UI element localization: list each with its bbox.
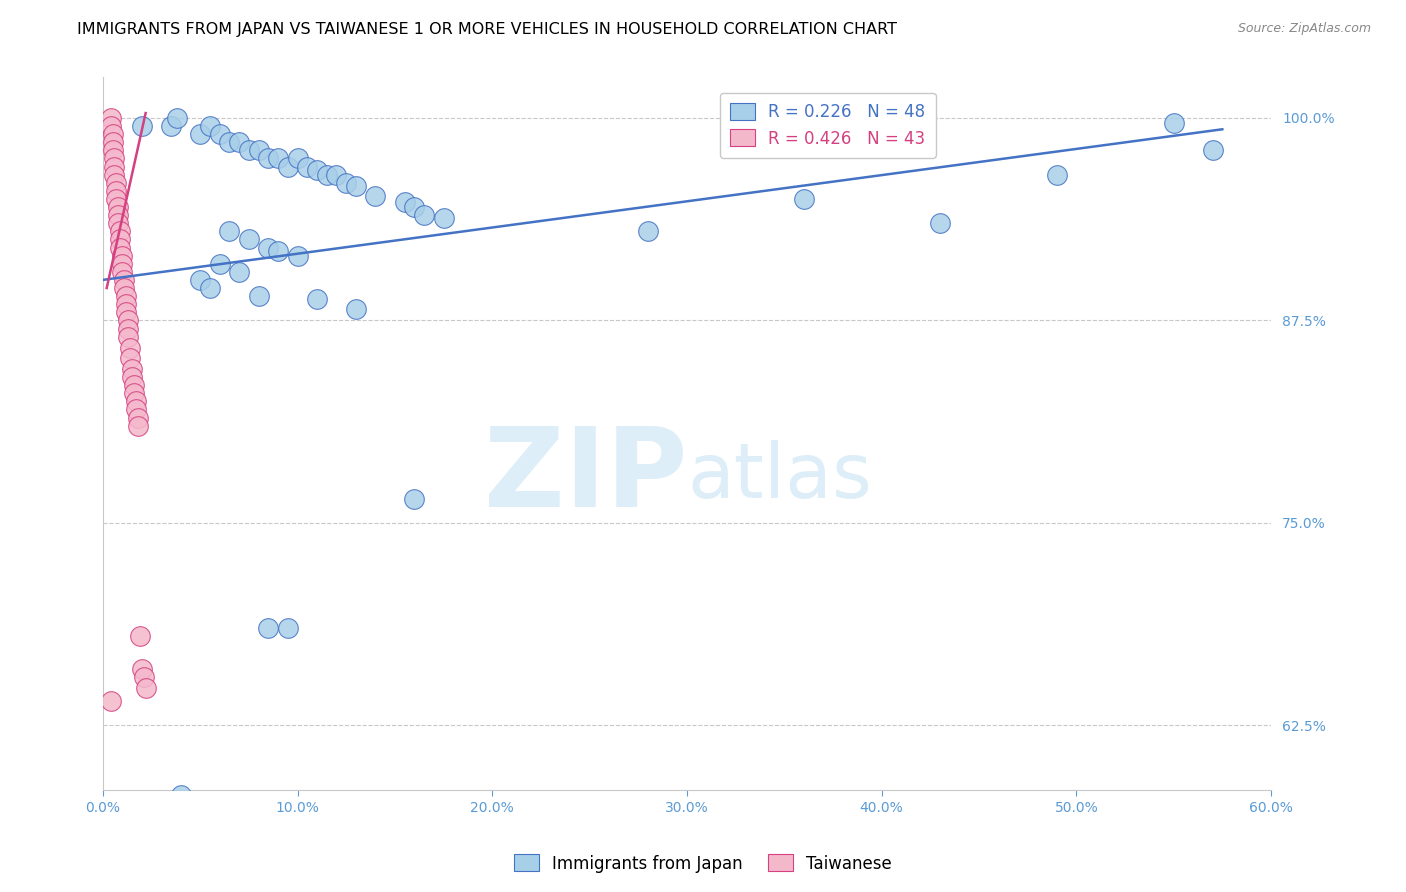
Point (105, 176, 128, 190)
Point (105, 184, 128, 198)
Point (325, 168, 347, 182)
Point (364, 188, 387, 202)
Point (218, 224, 240, 238)
Text: ZIP: ZIP (484, 423, 688, 530)
Point (127, 410, 149, 425)
Point (315, 168, 337, 182)
Point (208, 257, 231, 271)
Point (305, 162, 328, 177)
Point (208, 127, 231, 141)
Point (125, 402, 148, 417)
Point (128, 629, 150, 643)
Point (111, 257, 134, 271)
Point (115, 305, 138, 319)
Point (127, 418, 149, 433)
Point (122, 386, 145, 401)
Point (107, 208, 129, 222)
Point (238, 232, 260, 246)
Point (277, 621, 299, 635)
Point (1201, 144, 1223, 158)
Point (287, 249, 309, 263)
Point (208, 799, 231, 814)
Point (257, 621, 280, 635)
Point (287, 152, 309, 166)
Text: IMMIGRANTS FROM JAPAN VS TAIWANESE 1 OR MORE VEHICLES IN HOUSEHOLD CORRELATION C: IMMIGRANTS FROM JAPAN VS TAIWANESE 1 OR … (77, 22, 897, 37)
Point (188, 127, 211, 141)
Point (257, 240, 280, 254)
Point (413, 208, 436, 222)
Point (117, 321, 139, 335)
Point (103, 160, 125, 174)
Point (111, 265, 134, 279)
Legend: Immigrants from Japan, Taiwanese: Immigrants from Japan, Taiwanese (508, 847, 898, 880)
Point (100, 694, 122, 708)
Point (238, 144, 260, 158)
Point (404, 200, 426, 214)
Point (228, 265, 250, 279)
Point (166, 111, 188, 125)
Point (111, 249, 134, 263)
Point (120, 341, 142, 355)
Point (115, 297, 138, 311)
Point (101, 127, 124, 141)
Point (103, 168, 125, 182)
Point (1163, 116, 1185, 130)
Point (267, 152, 290, 166)
Point (218, 135, 240, 149)
Point (198, 281, 221, 295)
Point (121, 370, 143, 384)
Point (793, 192, 815, 206)
Point (100, 111, 122, 125)
Point (101, 144, 124, 158)
Point (122, 378, 145, 392)
Point (120, 351, 142, 365)
Point (344, 178, 367, 193)
Point (344, 301, 367, 316)
Point (267, 244, 290, 258)
Point (297, 160, 319, 174)
Point (131, 662, 153, 676)
Point (135, 681, 157, 695)
Text: atlas: atlas (688, 440, 872, 514)
Point (257, 152, 280, 166)
Point (432, 211, 454, 226)
Point (131, 119, 153, 133)
Point (110, 232, 132, 246)
Point (112, 281, 135, 295)
Point (121, 362, 143, 376)
Point (247, 289, 270, 303)
Point (228, 135, 250, 149)
Point (117, 313, 139, 327)
Point (117, 329, 139, 343)
Point (637, 224, 659, 238)
Point (404, 491, 426, 506)
Point (100, 119, 122, 133)
Point (305, 293, 328, 307)
Point (103, 152, 125, 166)
Point (929, 216, 952, 230)
Point (110, 240, 132, 254)
Point (335, 176, 357, 190)
Point (101, 135, 124, 149)
Point (110, 224, 132, 238)
Point (198, 119, 221, 133)
Point (160, 119, 183, 133)
Point (105, 192, 128, 206)
Point (107, 216, 129, 230)
Text: Source: ZipAtlas.com: Source: ZipAtlas.com (1237, 22, 1371, 36)
Point (277, 160, 299, 174)
Point (125, 394, 148, 409)
Point (107, 200, 129, 214)
Legend: R = 0.226   N = 48, R = 0.426   N = 43: R = 0.226 N = 48, R = 0.426 N = 43 (720, 93, 935, 158)
Point (170, 788, 193, 802)
Point (247, 144, 270, 158)
Point (132, 670, 155, 684)
Point (112, 273, 135, 287)
Point (394, 195, 416, 210)
Point (188, 273, 211, 287)
Point (115, 289, 138, 303)
Point (1046, 168, 1069, 182)
